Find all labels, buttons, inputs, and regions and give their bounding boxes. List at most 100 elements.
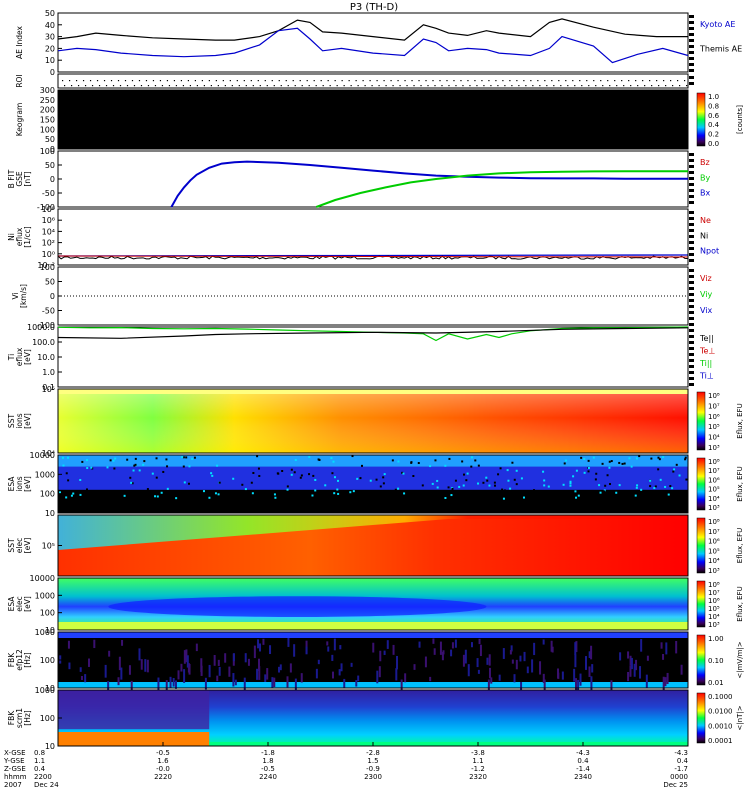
- roi-dot: [621, 80, 623, 82]
- fbk-efp-speckle: [486, 657, 489, 665]
- y-axis-label: ESA: [7, 476, 16, 492]
- colorbar-tick-label: 10⁵: [708, 423, 720, 431]
- esa-ion-speckle: [598, 484, 601, 487]
- colorbar-1: 10⁸ 10⁷ 10⁶ 10⁵ 10⁴ 10³ Eflux, EFU: [696, 391, 744, 452]
- y-tick-label: 200: [40, 106, 55, 115]
- y-tick-label: 10: [45, 56, 55, 65]
- esa-ion-speckle: [671, 487, 674, 490]
- esa-ion-speckle: [629, 492, 632, 495]
- roi-dot: [434, 85, 436, 87]
- y-tick-label: -100: [37, 321, 55, 330]
- colorbar-tick-label: 0.0100: [708, 708, 733, 716]
- roi-dot: [572, 80, 574, 82]
- fbk-efp-speckle: [257, 658, 260, 672]
- y-axis-label: ions: [15, 413, 24, 428]
- fbk-efp-speckle: [574, 642, 577, 656]
- roi-dot: [89, 80, 92, 82]
- esa-ion-speckle: [281, 469, 284, 472]
- roi-dot: [616, 85, 618, 87]
- roi-dot: [665, 85, 667, 87]
- esa-ion-speckle: [635, 457, 638, 460]
- side-tick-mark: [689, 235, 694, 238]
- esa-ion-speckle: [608, 460, 611, 463]
- roi-dot: [404, 80, 406, 82]
- fbk-efp-speckle: [543, 679, 546, 693]
- fbk-efp-speckle: [498, 674, 501, 681]
- esa-ion-speckle: [175, 497, 178, 500]
- fbk-scm-low: [58, 732, 210, 746]
- esa-ion-speckle: [142, 463, 145, 466]
- x-tick-label: 2200: [34, 773, 52, 781]
- fbk-scm-bottom: [209, 742, 688, 746]
- x-tick-label: 1.5: [367, 757, 378, 765]
- y-axis-label: elec: [15, 596, 24, 611]
- y-tick-label: 50: [45, 278, 55, 287]
- roi-dot: [315, 85, 317, 87]
- roi-dot: [574, 85, 576, 87]
- x-row-label: Z-GSE: [4, 765, 26, 773]
- fbk-efp-speckle: [573, 668, 576, 682]
- esa-ion-speckle: [485, 476, 488, 479]
- esa-ion-speckle: [286, 485, 289, 488]
- y-tick-label: 100: [40, 714, 55, 723]
- fbk-efp-speckle: [400, 679, 403, 694]
- roi-dot: [637, 85, 639, 87]
- colorbar-tick-label: 0.2: [708, 131, 719, 139]
- roi-dot: [481, 80, 483, 82]
- roi-dot: [614, 80, 616, 82]
- esa-ion-top: [58, 455, 688, 467]
- esa-ion-speckle: [532, 489, 535, 492]
- colorbar-label: <|nT|>: [736, 705, 744, 730]
- esa-ion-speckle: [563, 462, 566, 465]
- roi-dot: [215, 80, 217, 82]
- y-tick-label: 10⁰: [42, 250, 55, 259]
- roi-dot: [397, 80, 399, 82]
- colorbar-tick-label: 0.10: [708, 657, 724, 665]
- panel-12: 1000 100 10 FBK scm1 [Hz]: [7, 686, 689, 751]
- roi-dot: [62, 80, 64, 82]
- esa-ion-speckle: [85, 459, 88, 462]
- esa-ion-speckle: [454, 490, 457, 493]
- roi-dot: [469, 85, 471, 87]
- esa-ion-speckle: [618, 484, 621, 487]
- sst-ion-shade: [58, 389, 688, 453]
- y-tick-label: 10: [45, 626, 55, 635]
- colorbar-tick-label: 10⁷: [708, 589, 720, 597]
- esa-ion-speckle: [630, 465, 633, 468]
- esa-ion-speckle: [324, 484, 327, 487]
- colorbar-tick-label: 10⁶: [708, 413, 720, 421]
- y-axis-label: SST: [7, 538, 16, 553]
- fbk-efp-speckle: [253, 645, 256, 659]
- esa-ion-speckle: [605, 496, 608, 499]
- esa-ion-speckle: [112, 459, 115, 462]
- roi-dot: [98, 85, 101, 87]
- esa-ion-speckle: [336, 488, 339, 491]
- roi-dot: [70, 85, 73, 87]
- x-tick-label: 2320: [469, 773, 487, 781]
- roi-dot: [168, 85, 171, 87]
- panel-7: 10⁵ 10⁴ SST ions [eV]: [7, 385, 689, 458]
- esa-ion-speckle: [503, 489, 506, 492]
- fbk-efp-speckle: [680, 664, 683, 675]
- esa-ion-speckle: [507, 479, 510, 482]
- esa-ion-speckle: [577, 494, 580, 497]
- colorbar-label: Eflux, EFU: [736, 403, 744, 438]
- esa-ion-speckle: [417, 462, 420, 465]
- y-tick-label: 1000: [35, 628, 55, 637]
- esa-ion-speckle: [621, 462, 624, 465]
- fbk-efp-speckle: [243, 677, 246, 692]
- colorbar-gradient: [696, 517, 706, 574]
- esa-ion-speckle: [333, 492, 336, 495]
- fbk-efp-speckle: [376, 670, 379, 684]
- y-axis-label: GSE: [15, 171, 24, 187]
- roi-dot: [154, 85, 157, 87]
- roi-dot: [264, 80, 266, 82]
- esa-ion-speckle: [81, 460, 84, 463]
- esa-ion-speckle: [311, 494, 314, 497]
- fbk-efp-speckle: [279, 664, 282, 671]
- legend-entry: Ne: [700, 216, 711, 225]
- fbk-efp-speckle: [128, 665, 131, 675]
- roi-dot: [348, 80, 350, 82]
- esa-ion-speckle: [515, 469, 518, 472]
- roi-dot: [138, 80, 141, 82]
